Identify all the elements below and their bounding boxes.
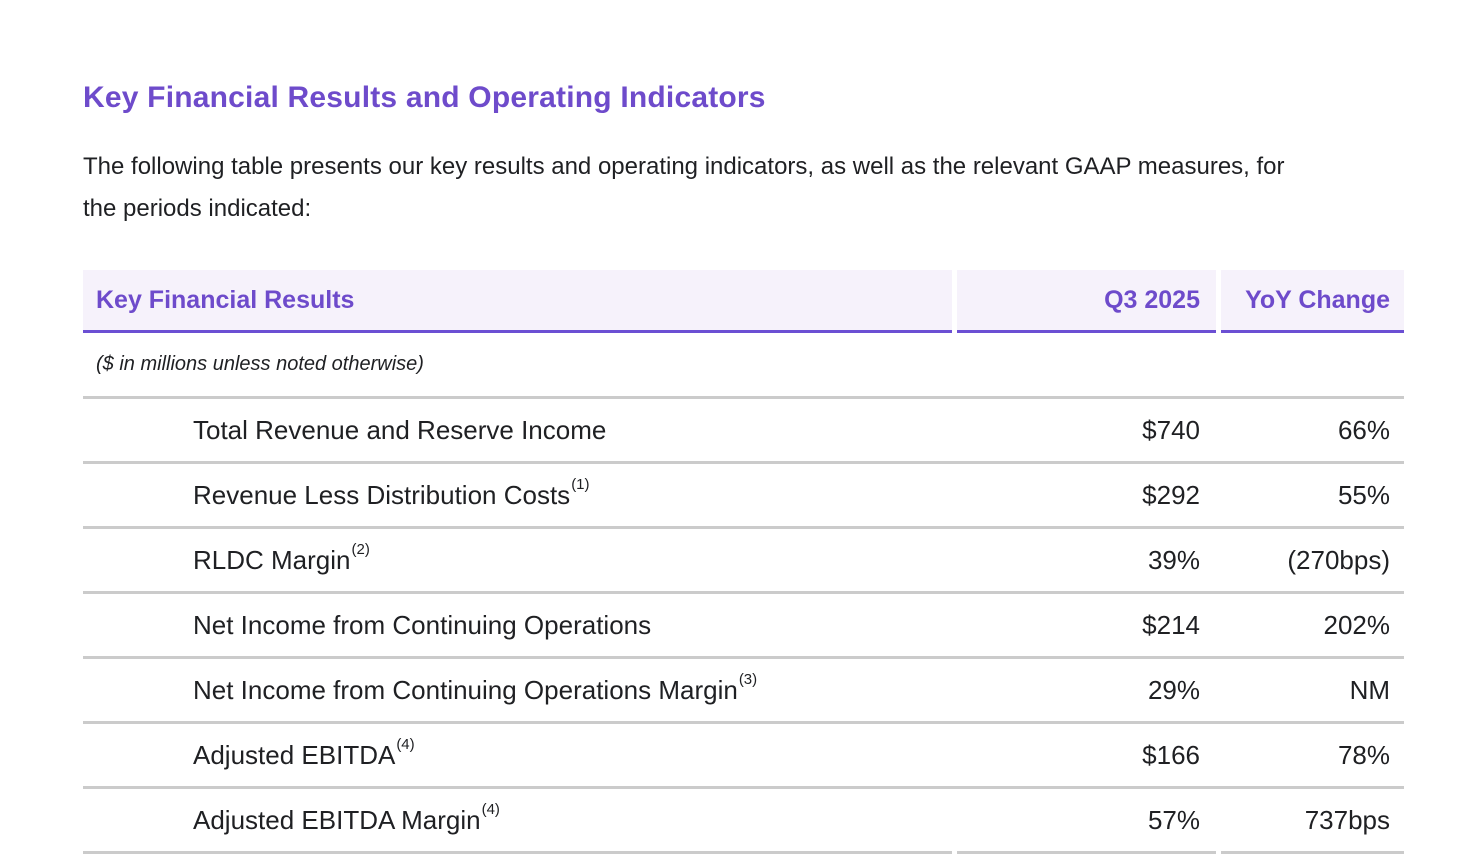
row-yoy-change-value: (270bps) [1287, 544, 1390, 575]
table-row: Adjusted EBITDA (4) $166 78% [83, 721, 1404, 786]
row-yoy-change-value: 737bps [1304, 804, 1390, 835]
row-metric-cell: Net Income from Continuing Operations [83, 594, 952, 656]
row-label: Adjusted EBITDA [193, 739, 396, 770]
row-metric-cell: Revenue Less Distribution Costs (1) [193, 476, 590, 510]
column-header-yoy-change: YoY Change [1221, 270, 1404, 333]
bottom-border-segment [1221, 851, 1404, 854]
page-title: Key Financial Results and Operating Indi… [83, 81, 766, 114]
table-header-row: Key Financial Results Q3 2025 YoY Change [83, 270, 1404, 333]
row-q3-2025-value: $740 [1142, 414, 1200, 445]
row-yoy-change-value: NM [1349, 674, 1390, 705]
row-yoy-change-value: 55% [1337, 479, 1390, 510]
table-row: Revenue Less Distribution Costs (1) $292 … [83, 461, 1404, 526]
row-metric-cell: Net Income from Continuing Operations Ma… [193, 671, 758, 705]
column-header-q3-2025: Q3 2025 [957, 270, 1216, 333]
bottom-border-segment [957, 851, 1216, 854]
document-page: Key Financial Results and Operating Indi… [0, 80, 1478, 854]
table-row: Total Revenue and Reserve Income $740 66… [83, 396, 1404, 461]
row-q3-2025-value: $292 [1142, 479, 1200, 510]
row-yoy-change-value: 202% [1323, 609, 1391, 640]
row-label: Net Income from Continuing Operations Ma… [193, 674, 738, 705]
row-metric-cell: Adjusted EBITDA (4) [193, 736, 415, 770]
table-row: RLDC Margin (2) 39% (270bps) [83, 526, 1404, 591]
row-yoy-change-value: 78% [1337, 739, 1390, 770]
row-label: RLDC Margin [193, 544, 351, 575]
row-label: Revenue Less Distribution Costs [193, 479, 571, 510]
row-metric-cell: Adjusted EBITDA Margin (4) [193, 801, 500, 835]
row-yoy-change-value: 66% [1337, 414, 1390, 445]
table-bottom-border [83, 851, 1404, 854]
row-q3-2025-value: $166 [1142, 739, 1200, 770]
table-row: Net Income from Continuing Operations $2… [83, 591, 1404, 656]
row-metric-cell: RLDC Margin (2) [193, 541, 370, 575]
intro-paragraph: The following table presents our key res… [83, 153, 1285, 222]
row-label: Adjusted EBITDA Margin [193, 804, 481, 835]
row-q3-2025-value: 39% [1147, 544, 1200, 575]
row-q3-2025-value: 29% [1147, 674, 1200, 705]
financial-results-table: Key Financial Results Q3 2025 YoY Change… [83, 270, 1404, 854]
column-header-key-financial-results: Key Financial Results [83, 270, 952, 333]
table-note-row: ($ in millions unless noted otherwise) [83, 333, 1404, 396]
row-label: Net Income from Continuing Operations [193, 609, 652, 640]
bottom-border-segment [83, 851, 952, 854]
table-row: Adjusted EBITDA Margin (4) 57% 737bps [83, 786, 1404, 851]
row-q3-2025-value: $214 [1142, 609, 1200, 640]
row-label: Total Revenue and Reserve Income [193, 414, 607, 445]
table-body: Total Revenue and Reserve Income $740 66… [83, 396, 1404, 851]
units-note: ($ in millions unless noted otherwise) [96, 353, 424, 375]
row-metric-cell: Total Revenue and Reserve Income [83, 399, 952, 461]
row-q3-2025-value: 57% [1147, 804, 1200, 835]
table-row: Net Income from Continuing Operations Ma… [83, 656, 1404, 721]
